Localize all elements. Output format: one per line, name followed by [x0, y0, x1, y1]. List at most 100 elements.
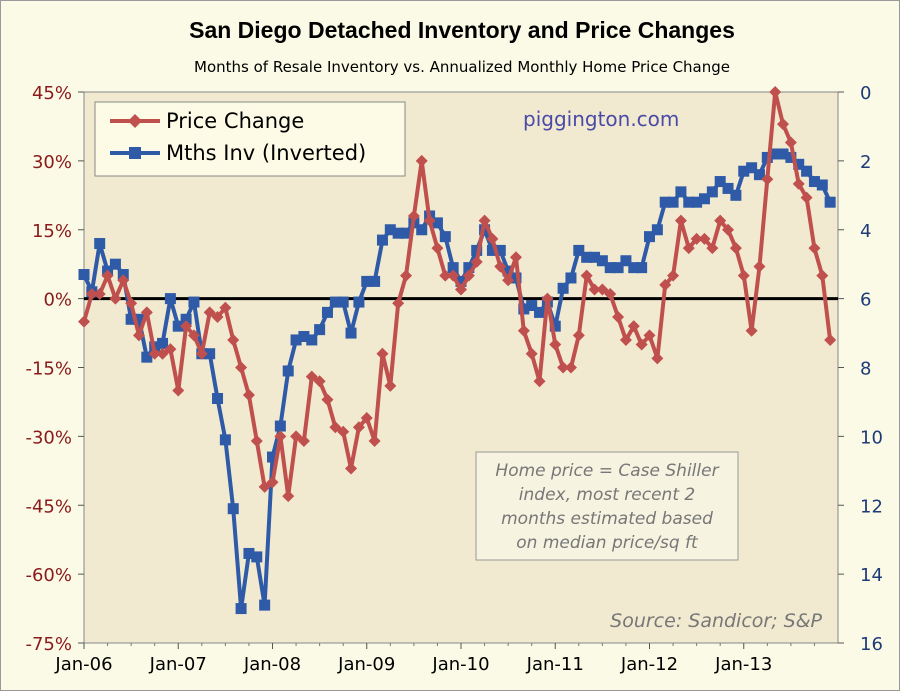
data-point	[407, 209, 420, 222]
data-point	[219, 301, 232, 314]
data-point	[274, 420, 286, 432]
data-point	[172, 384, 185, 397]
data-point	[793, 158, 805, 170]
y-right-tick-label: 2	[860, 152, 871, 173]
data-point	[564, 361, 577, 374]
data-point	[180, 320, 193, 333]
data-point	[714, 176, 726, 188]
data-point	[251, 551, 263, 563]
data-point	[141, 351, 153, 363]
data-point	[502, 274, 515, 287]
data-point	[369, 275, 381, 287]
note-line-1: Home price = Case Shiller	[495, 461, 719, 481]
data-point	[78, 269, 90, 281]
data-point	[746, 162, 758, 174]
data-point	[94, 238, 106, 250]
legend-price-marker	[128, 114, 142, 128]
data-point	[808, 176, 820, 188]
data-point	[298, 331, 310, 343]
data-point	[416, 224, 428, 236]
y-axis-right: 0 2 4 6 8 10 12 14 16	[838, 83, 883, 655]
data-point	[471, 244, 483, 256]
data-point	[510, 272, 522, 284]
data-point	[463, 262, 475, 274]
y-left-tick-label: -75%	[25, 634, 72, 655]
y-left-tick-label: -45%	[25, 496, 72, 517]
data-point	[384, 379, 397, 392]
data-point	[266, 476, 279, 489]
data-point	[541, 292, 554, 305]
data-point	[706, 186, 718, 198]
data-point	[164, 343, 177, 356]
data-point	[753, 169, 765, 181]
y-right-tick-label: 8	[860, 359, 871, 380]
y-axis-left: 45% 30% 15% 0% -15% -30% -45% -60% -75%	[25, 83, 84, 655]
data-point	[203, 306, 216, 319]
data-point	[824, 196, 836, 208]
data-point	[352, 421, 365, 434]
data-point	[329, 421, 342, 434]
data-point	[297, 434, 310, 447]
data-point	[651, 352, 664, 365]
data-point	[337, 296, 349, 308]
legend-box	[94, 101, 406, 177]
y-right-tick-label: 6	[860, 290, 871, 311]
data-point	[156, 347, 169, 360]
data-point	[627, 320, 640, 333]
data-point	[431, 242, 444, 255]
data-point	[619, 333, 632, 346]
watermark: piggington.com	[523, 107, 679, 131]
data-point	[557, 282, 569, 294]
data-point	[101, 269, 114, 282]
data-point	[722, 182, 734, 194]
data-point	[722, 223, 735, 236]
data-point	[337, 425, 350, 438]
data-point	[361, 275, 373, 287]
data-point	[133, 313, 145, 325]
data-point	[360, 412, 373, 425]
data-point	[675, 186, 687, 198]
data-point	[534, 306, 546, 318]
data-point	[290, 430, 303, 443]
data-point	[714, 214, 727, 227]
data-point	[824, 333, 837, 346]
data-point	[227, 333, 240, 346]
data-point	[455, 283, 467, 296]
data-point	[290, 334, 302, 346]
data-point	[737, 269, 750, 282]
data-point	[125, 313, 137, 325]
data-point	[172, 320, 184, 332]
data-point	[683, 196, 695, 208]
y-left-tick-label: -30%	[25, 427, 72, 448]
x-tick-label: Jan-12	[620, 654, 678, 675]
data-point	[502, 265, 514, 277]
data-point	[753, 260, 766, 273]
data-point	[636, 262, 648, 274]
data-point	[78, 315, 90, 328]
data-point	[439, 269, 452, 282]
data-point	[212, 392, 224, 404]
data-point	[769, 86, 782, 98]
data-point	[345, 327, 357, 339]
data-point	[777, 148, 789, 160]
y-right-tick-label: 0	[860, 83, 871, 104]
x-tick-label: Jan-09	[337, 654, 395, 675]
data-point	[572, 329, 585, 342]
data-point	[761, 173, 774, 186]
data-point	[644, 231, 655, 243]
data-point	[140, 306, 153, 319]
data-point	[282, 490, 295, 503]
data-point	[188, 296, 200, 308]
data-point	[581, 251, 593, 263]
data-point	[494, 260, 507, 273]
data-point	[801, 165, 813, 177]
data-point	[282, 365, 294, 377]
data-point	[706, 242, 719, 255]
note-line-2: index, most recent 2	[519, 485, 695, 505]
data-point	[620, 255, 632, 267]
data-point	[557, 361, 570, 374]
y-right-tick-label: 12	[860, 496, 883, 517]
data-point	[439, 231, 451, 243]
note-line-3: months estimated based	[501, 509, 713, 529]
